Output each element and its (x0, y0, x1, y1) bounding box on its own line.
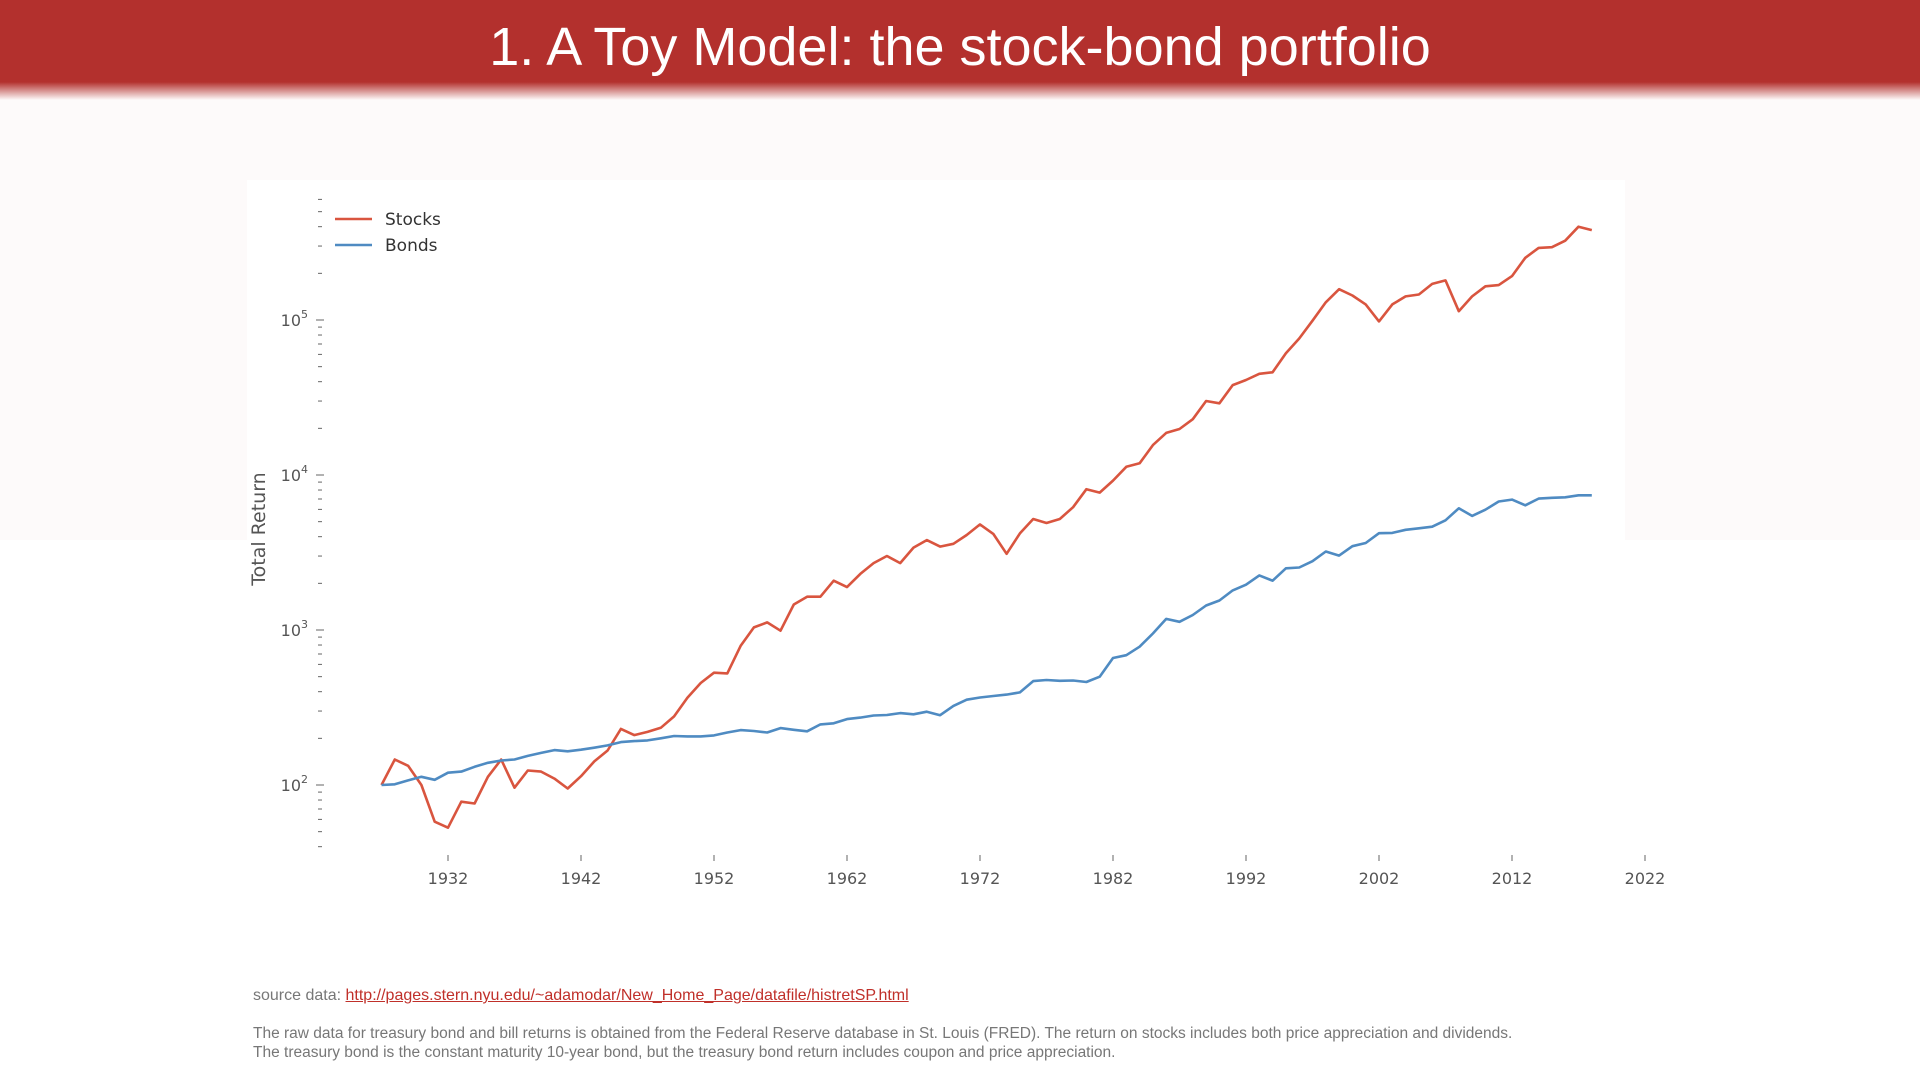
y-tick-exponent: 4 (301, 463, 308, 476)
x-tick-label: 1932 (428, 869, 469, 888)
source-label: source data: (253, 987, 342, 1004)
x-tick-label: 1992 (1226, 869, 1267, 888)
note-line-2: The treasury bond is the constant maturi… (253, 1044, 1116, 1061)
legend-label-bonds: Bonds (385, 236, 438, 256)
y-tick-label: 103 (281, 618, 308, 640)
x-tick-label: 1942 (561, 869, 602, 888)
y-tick-base: 10 (281, 776, 301, 795)
y-tick-label: 102 (281, 773, 308, 795)
x-tick-label: 2002 (1359, 869, 1400, 888)
x-axis: 1932 1942 1952 1962 1972 1982 1992 2002 2012 2022 (428, 855, 1666, 888)
y-tick-base: 10 (281, 466, 301, 485)
x-tick-label: 1982 (1093, 869, 1134, 888)
y-tick-exponent: 2 (301, 773, 308, 786)
source-line: source data: http://pages.stern.nyu.edu/… (253, 987, 909, 1005)
x-tick-label: 1952 (694, 869, 735, 888)
data-note: The raw data for treasury bond and bill … (253, 1024, 1753, 1062)
y-axis-label: Total Return (248, 472, 270, 586)
title-bar: 1. A Toy Model: the stock-bond portfolio (0, 0, 1920, 100)
x-tick-label: 2022 (1625, 869, 1666, 888)
series-line-bonds (381, 493, 1592, 787)
note-line-1: The raw data for treasury bond and bill … (253, 1025, 1513, 1042)
y-tick-exponent: 3 (301, 618, 308, 631)
x-tick-label: 1972 (960, 869, 1001, 888)
slide-title: 1. A Toy Model: the stock-bond portfolio (489, 17, 1431, 77)
plot-lines (380, 225, 1593, 830)
x-tick-label: 2012 (1492, 869, 1533, 888)
y-tick-exponent: 5 (301, 308, 308, 321)
x-tick-label: 1962 (827, 869, 868, 888)
y-tick-base: 10 (281, 311, 301, 330)
source-link[interactable]: http://pages.stern.nyu.edu/~adamodar/New… (345, 987, 909, 1004)
y-tick-base: 10 (281, 621, 301, 640)
legend: Stocks Bonds (335, 210, 441, 256)
chart-background (247, 180, 1625, 900)
y-tick-label: 104 (281, 463, 308, 485)
series-line-stocks (380, 225, 1593, 830)
legend-label-stocks: Stocks (385, 210, 441, 230)
y-tick-label: 105 (281, 308, 308, 330)
